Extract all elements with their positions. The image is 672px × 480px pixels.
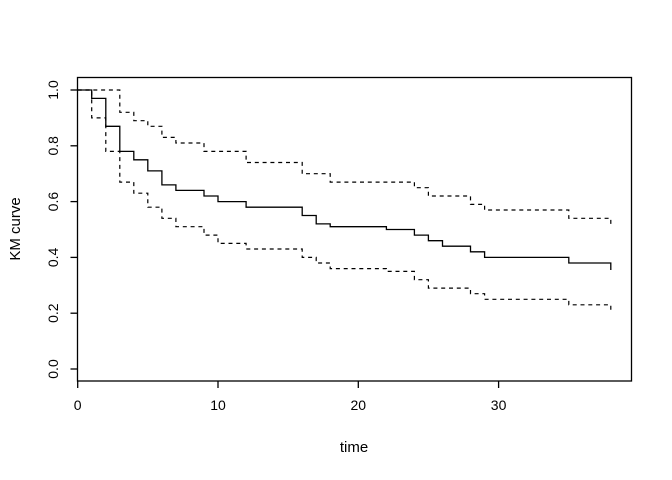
plot-area: 0 10 20 30 0.0 0.2 0.4 0.6 0.8 1.0 [45, 76, 633, 413]
lower-ci-line [77, 89, 612, 311]
x-tick-label: 20 [351, 397, 367, 413]
y-tick-label: 0.2 [45, 303, 61, 323]
y-tick-label: 0.6 [45, 192, 61, 212]
y-tick-label: 0.0 [45, 359, 61, 379]
x-tick-label: 0 [74, 397, 82, 413]
x-axis-title: time [340, 439, 368, 456]
y-tick-label: 0.4 [45, 247, 61, 267]
y-axis-title: KM curve [7, 197, 24, 260]
y-tick-label: 1.0 [45, 80, 61, 100]
km-curve-line [77, 89, 612, 270]
upper-ci-line [77, 89, 612, 224]
x-tick-label: 30 [491, 397, 507, 413]
x-tick-label: 10 [210, 397, 226, 413]
plot-box [76, 76, 633, 382]
y-tick-label: 0.8 [45, 136, 61, 156]
